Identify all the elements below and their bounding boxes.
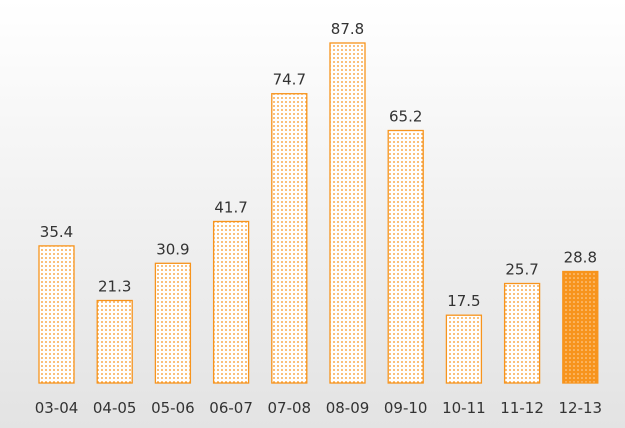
value-label-11-12: 25.7 <box>505 261 538 279</box>
bar-10-11 <box>445 314 483 384</box>
bars <box>38 42 599 384</box>
x-tick-12-13: 12-13 <box>559 399 603 417</box>
value-label-03-04: 35.4 <box>40 223 73 241</box>
x-tick-08-09: 08-09 <box>326 399 370 417</box>
bar-05-06 <box>154 262 192 384</box>
bar-11-12 <box>503 282 541 384</box>
x-tick-03-04: 03-04 <box>35 399 79 417</box>
x-tick-05-06: 05-06 <box>151 399 195 417</box>
x-tick-11-12: 11-12 <box>500 399 544 417</box>
value-label-06-07: 41.7 <box>214 199 247 217</box>
x-tick-06-07: 06-07 <box>209 399 253 417</box>
value-label-05-06: 30.9 <box>156 240 189 258</box>
bar-12-13 <box>562 270 599 384</box>
value-label-08-09: 87.8 <box>331 20 364 38</box>
value-label-12-13: 28.8 <box>564 249 597 267</box>
value-label-10-11: 17.5 <box>447 292 480 310</box>
x-tick-04-05: 04-05 <box>93 399 137 417</box>
x-tick-07-08: 07-08 <box>268 399 312 417</box>
bar-07-08 <box>271 93 308 384</box>
bar-06-07 <box>212 220 250 384</box>
x-tick-10-11: 10-11 <box>442 399 486 417</box>
bar-08-09 <box>329 42 366 384</box>
value-label-07-08: 74.7 <box>273 71 306 89</box>
x-axis-tick-labels: 03-04 04-05 05-06 06-07 07-08 08-09 09-10 10-11… <box>35 399 602 417</box>
bar-04-05 <box>96 299 133 384</box>
bar-09-10 <box>387 129 424 384</box>
value-labels: 35.4 21.3 30.9 41.7 74.7 87.8 65.2 17.5 25.7 28.8 <box>40 20 597 310</box>
value-label-09-10: 65.2 <box>389 108 422 126</box>
bar-03-04 <box>38 245 75 384</box>
x-tick-09-10: 09-10 <box>384 399 428 417</box>
value-label-04-05: 21.3 <box>98 278 131 296</box>
